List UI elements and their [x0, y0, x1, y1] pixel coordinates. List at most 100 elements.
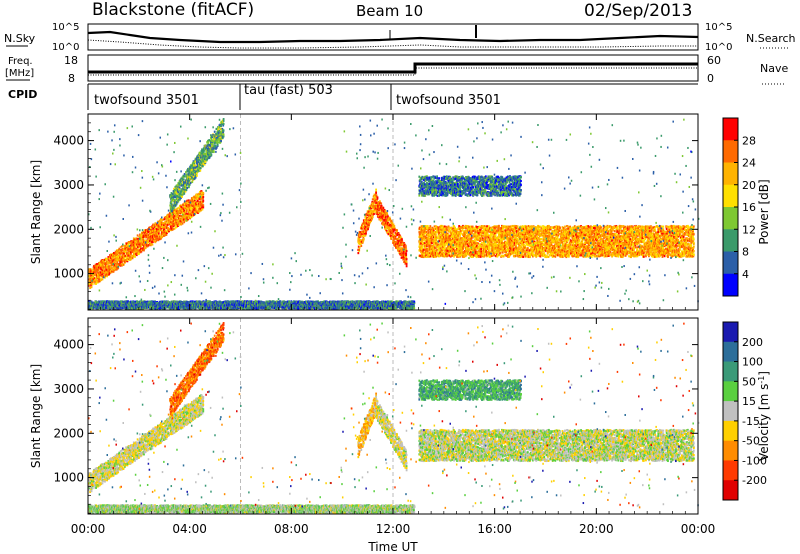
power-echo-cell [180, 222, 183, 225]
nsearch-label: N.Search [746, 32, 796, 45]
power-echo-cell [174, 199, 177, 202]
power-echo-cell [110, 258, 113, 261]
power-echo-cell [119, 262, 122, 265]
power-echo-cell [151, 231, 154, 234]
power-echo-cell [183, 191, 186, 194]
power-echo-cell [176, 192, 178, 195]
power-echo-cell [194, 164, 197, 167]
power-echo-cell [169, 220, 172, 223]
power-echo-cell [185, 188, 188, 192]
power-echo-cell [170, 223, 172, 226]
power-echo-cell [218, 130, 221, 133]
power-echo-cell [173, 227, 176, 230]
power-echo-cell [160, 221, 163, 224]
power-echo-cell [122, 263, 125, 266]
power-echo-cell [160, 228, 162, 231]
power-echo-cell [174, 216, 177, 220]
power-echo-cell [207, 149, 210, 152]
power-echo-cell [104, 276, 106, 279]
power-echo-cell [143, 249, 145, 252]
power-echo-cell [216, 131, 219, 134]
power-echo-cell [187, 212, 189, 216]
power-echo-cell [179, 217, 182, 221]
power-echo-cell [175, 215, 178, 218]
power-echo-cell [187, 182, 189, 185]
power-echo-cell [197, 161, 200, 164]
power-echo-cell [161, 236, 164, 239]
power-echo-cell [179, 196, 182, 199]
power-echo-cell [152, 227, 155, 230]
power-echo-cell [105, 262, 108, 265]
power-echo-cell [177, 195, 180, 198]
power-echo-cell [194, 167, 197, 170]
power-echo-cell [190, 172, 193, 175]
power-echo-cell [190, 208, 192, 211]
power-echo-cell [109, 257, 112, 261]
power-echo-cell [149, 226, 152, 229]
power-echo-cell [182, 189, 185, 192]
power-echo-cell [212, 139, 214, 142]
freq-left-tick-8: 8 [68, 72, 75, 85]
cpid-seg-2: tau (fast) 503 [244, 83, 333, 98]
power-echo-cell [101, 278, 104, 281]
power-echo-cell [179, 190, 182, 193]
power-echo-cell [193, 163, 195, 166]
power-echo-cell [179, 212, 182, 215]
power-echo-cell [108, 271, 111, 275]
power-echo-cell [96, 263, 98, 266]
power-echo-cell [194, 166, 197, 169]
power-echo-cell [196, 203, 198, 206]
power-echo-cell [157, 232, 160, 235]
power-echo-cell [221, 127, 224, 131]
power-echo-cell [197, 168, 200, 171]
power-echo-cell [214, 141, 217, 144]
power-echo-cell [100, 278, 103, 281]
power-echo-cell [198, 164, 201, 167]
power-echo-cell [108, 258, 111, 262]
cpid-row: twofsound 3501 tau (fast) 503 twofsound … [87, 83, 698, 110]
power-echo-cell [202, 191, 205, 195]
power-echo-cell [173, 216, 175, 219]
power-echo-cell [155, 235, 158, 239]
power-echo-cell [183, 175, 186, 178]
power-echo-cell [114, 266, 117, 269]
noise-panel: 10^5 10^0 10^5 10^0 [52, 22, 732, 53]
power-echo-cell [187, 200, 190, 203]
power-echo-cell [134, 248, 137, 252]
power-echo-cell [109, 266, 112, 269]
power-echo-cell [182, 207, 185, 211]
power-echo-cell [190, 202, 192, 205]
power-echo-cell [211, 142, 214, 145]
power-echo-cell [171, 209, 173, 212]
power-echo-cell [181, 195, 183, 198]
power-echo-cell [212, 150, 215, 153]
power-echo-cell [112, 257, 114, 261]
power-echo-cell [101, 268, 104, 272]
freq-right-tick-0: 0 [707, 72, 714, 85]
power-echo-cell [157, 233, 160, 236]
power-echo-cell [161, 230, 164, 233]
power-echo-cell [123, 252, 125, 255]
power-echo-cell [97, 266, 100, 269]
power-echo-cell [169, 210, 172, 214]
noise-search-line [87, 39, 698, 49]
power-echo-cell [183, 221, 186, 224]
power-echo-cell [194, 160, 197, 163]
power-echo-cell [203, 154, 206, 157]
power-echo-cell [177, 191, 180, 194]
power-echo-cell [177, 197, 180, 201]
power-echo-cell [153, 235, 156, 238]
power-echo-cell [206, 158, 208, 161]
power-echo-cell [177, 189, 180, 192]
power-echo-cell [136, 234, 139, 237]
power-echo-cell [173, 215, 176, 218]
power-echo-cell [142, 236, 145, 239]
power-echo-cell [124, 254, 127, 258]
power-echo-cell [189, 217, 192, 220]
power-echo-cell [172, 198, 175, 201]
power-echo-cell [215, 127, 218, 131]
power-echo-cell [176, 219, 179, 222]
power-echo-cell [167, 226, 170, 230]
power-echo-cell [107, 265, 110, 268]
power-echo-cell [95, 267, 98, 270]
